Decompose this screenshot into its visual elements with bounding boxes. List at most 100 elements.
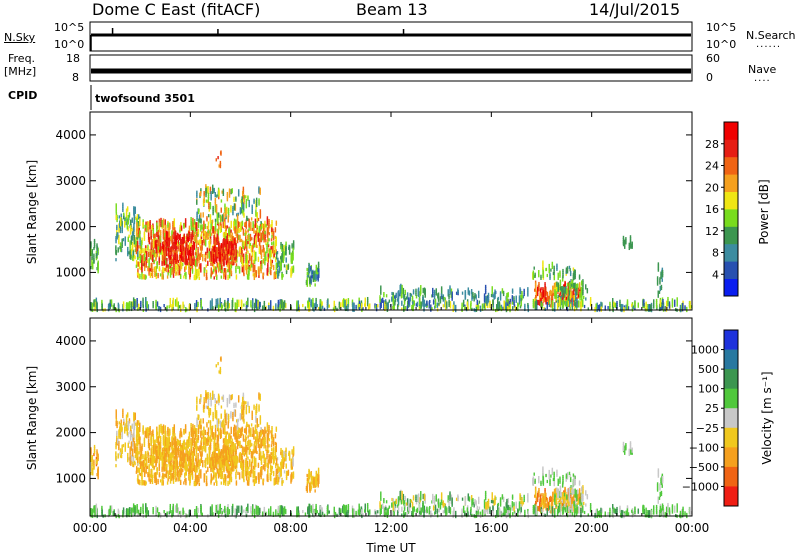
power-cell [223,249,225,253]
power-cell [223,234,226,238]
power-cell [129,244,131,248]
power-cell [133,220,136,225]
power-cell [281,259,283,263]
power-cell [581,287,583,291]
power-cell [311,274,313,279]
power-cell [314,278,316,283]
power-cell [153,236,155,240]
power-cell [196,273,199,277]
power-cell [116,216,118,221]
power-cell [241,254,243,258]
power-cell [187,246,190,251]
power-cell [258,248,261,252]
power-cell [270,304,272,308]
power-cell [270,250,273,254]
power-cell [216,233,218,237]
power-cell [658,305,661,310]
power-cell [219,151,222,155]
power-cell [162,245,165,249]
power-cell [158,245,160,249]
power-cell [264,257,267,261]
power-cell [534,303,537,307]
power-cell [168,237,170,241]
power-cell [631,245,633,249]
power-cell [231,240,233,245]
power-cell [253,224,255,228]
power-cell [175,239,178,243]
power-cell [280,245,282,249]
power-cell [544,289,547,294]
power-cell [203,233,205,237]
power-cell [118,227,120,231]
power-cell [315,268,318,273]
power-cell [192,243,195,247]
power-cell [164,229,166,234]
power-cell [171,245,173,249]
power-cell [280,263,282,267]
power-cell [205,194,207,198]
power-cell [656,276,659,280]
power-cell [538,297,541,302]
power-cell [208,208,210,212]
power-cell [179,255,182,259]
power-cell [217,222,220,226]
power-cell [292,251,294,255]
power-cell [197,210,200,215]
power-cell [169,274,172,278]
power-cell [232,210,234,214]
power-cell [141,264,143,268]
power-cell [169,299,172,304]
power-cell [136,228,138,232]
power-cell [217,262,219,266]
power-cell [270,246,272,250]
power-cell [275,249,277,253]
power-cell [137,216,140,220]
power-cell [131,219,133,223]
power-cell [622,235,625,240]
power-cell [269,248,271,253]
power-cell [292,265,295,269]
power-cell [197,220,200,224]
power-cell [141,237,143,241]
power-cell [268,248,270,252]
power-cell [536,286,539,290]
power-cell [138,227,141,232]
power-cell [156,239,158,243]
power-cell [157,237,160,241]
power-cell [219,227,222,231]
power-cell [542,297,545,301]
power-cell [199,241,201,245]
power-cell [537,299,539,304]
power-cell [220,258,223,262]
power-cell [220,269,222,273]
power-cell [155,246,157,250]
power-cell [246,215,248,219]
power-cell [201,226,203,230]
power-cell [194,276,197,281]
power-cell [308,268,310,272]
power-cell [122,204,124,208]
power-cell [224,205,226,209]
power-cell [218,260,221,264]
power-cell [207,214,210,218]
power-cell [130,239,133,243]
power-cell [159,246,162,251]
power-cell [578,286,581,290]
power-cell [230,266,232,271]
power-cell [171,232,173,236]
power-cell [266,216,269,220]
power-cell [542,292,545,296]
power-cell [449,303,452,307]
power-cell [133,216,136,220]
power-cell [195,241,198,245]
power-cell [136,226,138,230]
power-cell [155,272,158,276]
power-cell [313,273,315,277]
power-cell [196,226,198,230]
power-cell [224,306,227,310]
power-cell [161,262,163,266]
power-cell [347,300,350,304]
power-cell [200,214,202,218]
power-cell [658,303,661,307]
power-cell [116,226,118,231]
